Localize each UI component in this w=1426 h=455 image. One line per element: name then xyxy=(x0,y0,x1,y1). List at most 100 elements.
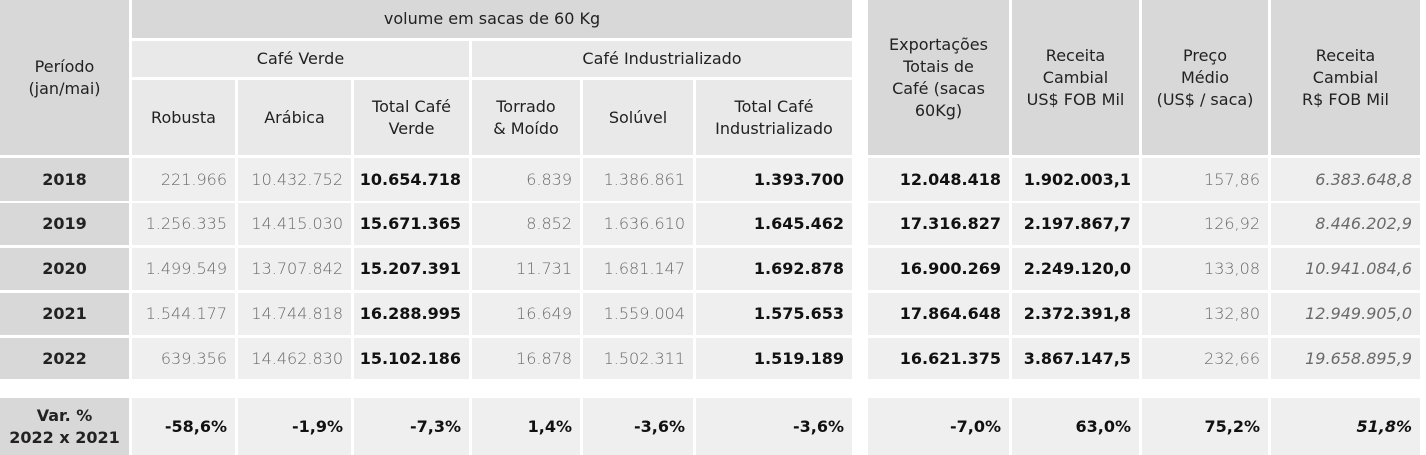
torrado-cell: 16.649 xyxy=(472,293,580,335)
robusta-cell-text: 1.544.177 xyxy=(145,304,227,323)
preco-variation-text: 75,2% xyxy=(1204,416,1260,436)
robusta-cell: 639.356 xyxy=(132,338,235,379)
soluvel-cell-text: 1.386.861 xyxy=(603,169,685,189)
receita-brl-cell-text: 19.658.895,9 xyxy=(1305,348,1412,368)
torrado-cell: 16.878 xyxy=(472,338,580,379)
cafe-industrializado-header: Café Industrializado xyxy=(472,41,852,77)
arabica-header: Arábica xyxy=(238,80,351,155)
total-verde-cell-text: 16.288.995 xyxy=(359,304,461,323)
year-cell-text: 2021 xyxy=(42,304,87,323)
receita-usd-cell: 2.197.867,7 xyxy=(1012,203,1139,245)
soluvel-cell: 1.502.311 xyxy=(583,338,693,379)
total-ind-variation-text: -3,6% xyxy=(792,416,844,436)
soluvel-variation: -3,6% xyxy=(583,398,693,455)
receita-brl-variation-text: 51,8% xyxy=(1356,416,1412,436)
exportacoes-cell: 16.900.269 xyxy=(868,248,1009,290)
exportacoes-cell: 17.316.827 xyxy=(868,203,1009,245)
receita-usd-header-text: Receita Cambial US$ FOB Mil xyxy=(1026,45,1125,109)
preco-cell-text: 232,66 xyxy=(1204,348,1260,368)
cafe-verde-header-text: Café Verde xyxy=(256,49,345,68)
total-verde-cell: 15.207.391 xyxy=(354,248,469,290)
preco-cell: 157,86 xyxy=(1142,158,1268,201)
torrado-cell: 11.731 xyxy=(472,248,580,290)
exportacoes-cell-text: 16.621.375 xyxy=(899,348,1001,368)
arabica-cell: 14.462.830 xyxy=(238,338,351,379)
exportacoes-cell-text: 17.864.648 xyxy=(899,304,1001,323)
torrado-header: Torrado & Moído xyxy=(472,80,580,155)
arabica-variation: -1,9% xyxy=(238,398,351,455)
preco-header-text: Preço Médio (US$ / saca) xyxy=(1156,45,1254,109)
preco-cell: 133,08 xyxy=(1142,248,1268,290)
receita-brl-cell: 12.949.905,0 xyxy=(1271,293,1420,335)
total-verde-cell: 16.288.995 xyxy=(354,293,469,335)
year-cell: 2022 xyxy=(0,338,129,379)
robusta-cell: 1.499.549 xyxy=(132,248,235,290)
volume-header: volume em sacas de 60 Kg xyxy=(132,0,852,38)
total-ind-cell-text: 1.692.878 xyxy=(753,259,844,278)
preco-cell-text: 132,80 xyxy=(1204,304,1260,323)
receita-brl-variation: 51,8% xyxy=(1271,398,1420,455)
soluvel-header: Solúvel xyxy=(583,80,693,155)
receita-usd-cell: 1.902.003,1 xyxy=(1012,158,1139,201)
robusta-cell: 1.544.177 xyxy=(132,293,235,335)
receita-brl-header-text: Receita Cambial R$ FOB Mil xyxy=(1302,45,1389,109)
preco-cell-text: 157,86 xyxy=(1204,169,1260,189)
total-ind-cell: 1.692.878 xyxy=(696,248,852,290)
arabica-cell: 10.432.752 xyxy=(238,158,351,201)
volume-header-text: volume em sacas de 60 Kg xyxy=(383,9,601,28)
total-ind-cell: 1.645.462 xyxy=(696,203,852,245)
torrado-variation: 1,4% xyxy=(472,398,580,455)
total-verde-variation-text: -7,3% xyxy=(409,416,461,436)
torrado-cell: 6.839 xyxy=(472,158,580,201)
total-ind-cell-text: 1.645.462 xyxy=(753,214,844,233)
receita-usd-variation-text: 63,0% xyxy=(1075,416,1131,436)
year-cell: 2018 xyxy=(0,158,129,201)
exportacoes-variation: -7,0% xyxy=(868,398,1009,455)
periodo-header: Período (jan/mai) xyxy=(0,0,129,155)
total-verde-cell-text: 15.102.186 xyxy=(359,348,461,368)
arabica-cell-text: 13.707.842 xyxy=(251,259,343,278)
total-verde-cell-text: 15.671.365 xyxy=(359,214,461,233)
total-ind-header-text: Total Café Industrializado xyxy=(715,96,833,138)
receita-brl-cell: 19.658.895,9 xyxy=(1271,338,1420,379)
receita-usd-cell-text: 1.902.003,1 xyxy=(1023,169,1131,189)
preco-variation: 75,2% xyxy=(1142,398,1268,455)
total-ind-cell: 1.575.653 xyxy=(696,293,852,335)
arabica-cell-text: 10.432.752 xyxy=(251,169,343,189)
torrado-cell-text: 11.731 xyxy=(516,259,572,278)
receita-usd-cell-text: 2.372.391,8 xyxy=(1023,304,1131,323)
preco-cell-text: 126,92 xyxy=(1204,214,1260,233)
arabica-cell: 14.415.030 xyxy=(238,203,351,245)
exportacoes-cell: 12.048.418 xyxy=(868,158,1009,201)
total-verde-cell: 15.671.365 xyxy=(354,203,469,245)
receita-usd-cell-text: 2.197.867,7 xyxy=(1023,214,1131,233)
total-ind-cell-text: 1.393.700 xyxy=(753,169,844,189)
receita-usd-variation: 63,0% xyxy=(1012,398,1139,455)
total-ind-variation: -3,6% xyxy=(696,398,852,455)
year-cell-text: 2019 xyxy=(42,214,87,233)
total-verde-header-text: Total Café Verde xyxy=(372,96,451,138)
robusta-cell-text: 639.356 xyxy=(160,348,227,368)
total-verde-cell-text: 10.654.718 xyxy=(359,169,461,189)
total-verde-cell: 10.654.718 xyxy=(354,158,469,201)
soluvel-header-text: Solúvel xyxy=(608,107,668,127)
robusta-cell-text: 1.499.549 xyxy=(145,259,227,278)
variation-label: Var. % 2022 x 2021 xyxy=(0,398,129,455)
year-cell: 2019 xyxy=(0,203,129,245)
robusta-header-text: Robusta xyxy=(151,107,216,127)
exportacoes-cell-text: 16.900.269 xyxy=(899,259,1001,278)
robusta-cell-text: 1.256.335 xyxy=(145,214,227,233)
year-cell-text: 2018 xyxy=(42,169,87,189)
exportacoes-cell-text: 17.316.827 xyxy=(899,214,1001,233)
cafe-industrializado-header-text: Café Industrializado xyxy=(582,49,742,68)
soluvel-cell-text: 1.636.610 xyxy=(603,214,685,233)
total-ind-cell-text: 1.519.189 xyxy=(753,348,844,368)
receita-brl-cell: 6.383.648,8 xyxy=(1271,158,1420,201)
exportacoes-cell-text: 12.048.418 xyxy=(899,169,1001,189)
receita-brl-cell-text: 12.949.905,0 xyxy=(1305,304,1412,323)
preco-header: Preço Médio (US$ / saca) xyxy=(1142,0,1268,155)
exportacoes-variation-text: -7,0% xyxy=(949,416,1001,436)
preco-cell: 132,80 xyxy=(1142,293,1268,335)
total-ind-cell: 1.519.189 xyxy=(696,338,852,379)
receita-brl-cell-text: 10.941.084,6 xyxy=(1305,259,1412,278)
